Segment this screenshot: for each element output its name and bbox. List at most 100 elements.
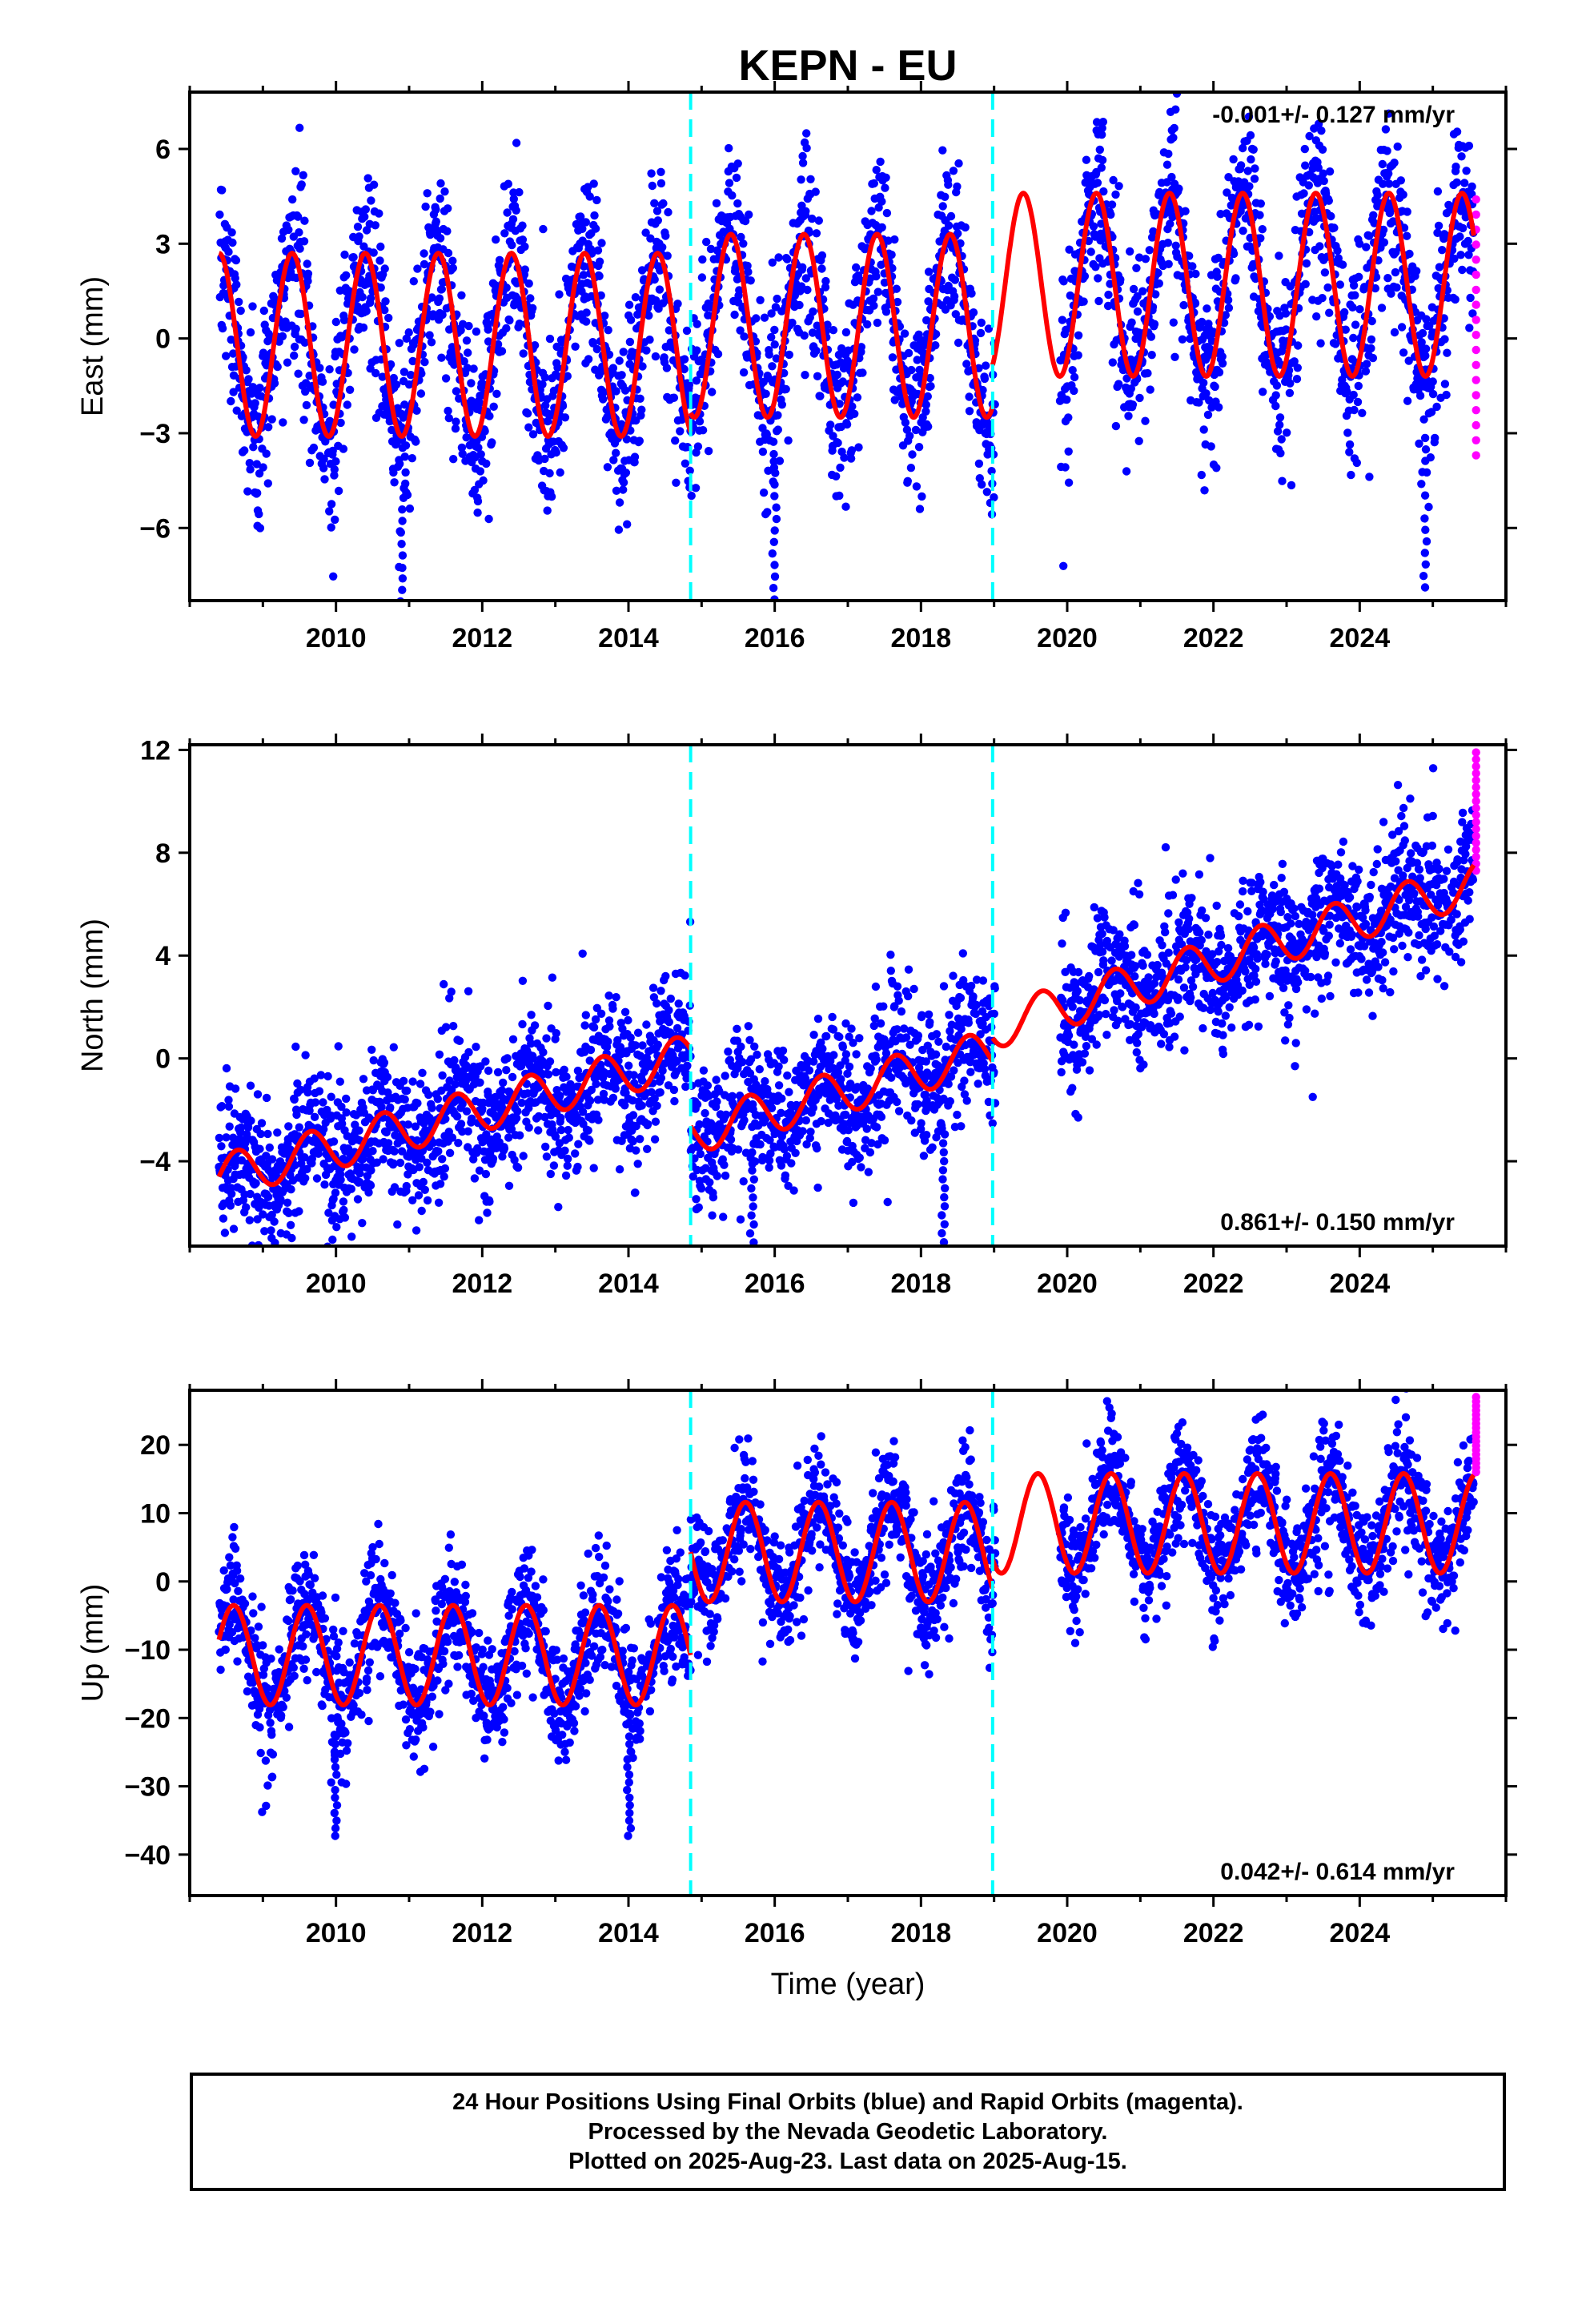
east-point <box>405 504 415 513</box>
north-point <box>412 1226 421 1235</box>
north-point <box>682 1074 691 1083</box>
north-point <box>403 1086 412 1096</box>
north-point <box>423 1196 432 1205</box>
east-point <box>624 300 634 309</box>
east-point <box>1351 291 1359 300</box>
east-point <box>1405 249 1414 259</box>
east-point <box>893 297 902 307</box>
north-point <box>418 1068 427 1078</box>
north-point <box>253 1215 262 1224</box>
east-point <box>756 296 765 304</box>
north-point <box>355 1126 363 1135</box>
north-point <box>434 1198 444 1208</box>
east-point <box>1068 366 1077 375</box>
north-point <box>473 1144 482 1153</box>
north-point <box>464 987 473 996</box>
east-point <box>1355 239 1364 248</box>
east-point <box>1224 304 1234 312</box>
east-point <box>492 389 501 398</box>
north-point <box>295 1207 303 1216</box>
north-point <box>246 1081 255 1090</box>
east-point <box>812 229 821 238</box>
north-point <box>585 1096 595 1105</box>
east-point <box>635 436 644 445</box>
east-point <box>645 336 654 344</box>
north-panel: 2010 2012 2014 2016 2018 2020 2022 2024−404812N… <box>76 734 1517 1299</box>
east-point <box>938 146 947 155</box>
east-point <box>1070 386 1078 396</box>
east-point <box>833 370 842 380</box>
east-point <box>1200 486 1209 495</box>
east-point <box>1178 335 1187 344</box>
north-point <box>578 949 587 959</box>
east-point <box>813 372 822 380</box>
east-point <box>291 324 300 333</box>
north-point <box>546 1169 555 1179</box>
east-point <box>656 179 666 188</box>
east-point <box>451 424 460 433</box>
north-point <box>419 1177 428 1187</box>
east-point <box>589 179 598 188</box>
north-point <box>450 1055 459 1065</box>
east-point <box>339 444 348 453</box>
east-point <box>704 447 713 456</box>
east-point <box>905 432 914 440</box>
north-point <box>393 1220 402 1229</box>
east-point <box>299 416 308 424</box>
east-point <box>685 466 694 475</box>
east-point <box>259 348 268 357</box>
east-point <box>1255 211 1264 219</box>
east-point <box>745 210 753 219</box>
north-point <box>399 1076 408 1086</box>
north-point <box>267 1210 276 1220</box>
north-point <box>835 1032 844 1042</box>
east-point <box>508 240 516 250</box>
east-point <box>457 291 466 300</box>
east-point <box>330 471 339 480</box>
east-rate-label: -0.001+/- 0.127 mm/yr <box>1212 102 1455 128</box>
east-point <box>505 316 514 325</box>
east-y-tick-label: 0 <box>155 324 171 355</box>
east-point <box>295 244 304 253</box>
east-point <box>1239 143 1247 153</box>
east-point <box>881 173 890 182</box>
north-point <box>787 1159 796 1168</box>
east-point <box>1093 179 1102 187</box>
east-point <box>1341 325 1351 334</box>
north-point <box>805 1066 814 1075</box>
east-point <box>571 342 580 351</box>
east-point <box>423 189 432 198</box>
east-point <box>1421 352 1430 360</box>
east-point <box>1433 228 1442 237</box>
north-point <box>481 1169 491 1179</box>
east-point <box>476 467 485 476</box>
east-point <box>1275 420 1284 429</box>
east-point <box>1162 160 1172 169</box>
north-point <box>484 1066 493 1076</box>
east-point <box>1282 325 1291 334</box>
east-point <box>740 332 749 341</box>
east-point <box>421 202 430 211</box>
east-point <box>1174 184 1183 193</box>
east-point <box>559 444 568 452</box>
north-point <box>802 1140 811 1149</box>
east-point <box>1431 433 1439 443</box>
east-point <box>1314 119 1323 128</box>
north-point <box>428 1104 436 1112</box>
east-point <box>1349 333 1358 343</box>
east-point <box>852 263 861 272</box>
north-point <box>338 1120 347 1128</box>
east-point <box>702 237 711 247</box>
east-point <box>1134 253 1144 262</box>
north-point <box>475 1216 484 1224</box>
east-point <box>457 443 467 452</box>
north-point <box>227 1189 236 1199</box>
north-point <box>605 1022 614 1031</box>
east-point <box>658 243 667 251</box>
east-point <box>975 474 985 483</box>
north-point <box>440 979 448 989</box>
east-point <box>863 320 872 329</box>
north-point <box>783 1071 792 1080</box>
east-point <box>1397 323 1407 332</box>
north-point <box>311 1098 320 1107</box>
